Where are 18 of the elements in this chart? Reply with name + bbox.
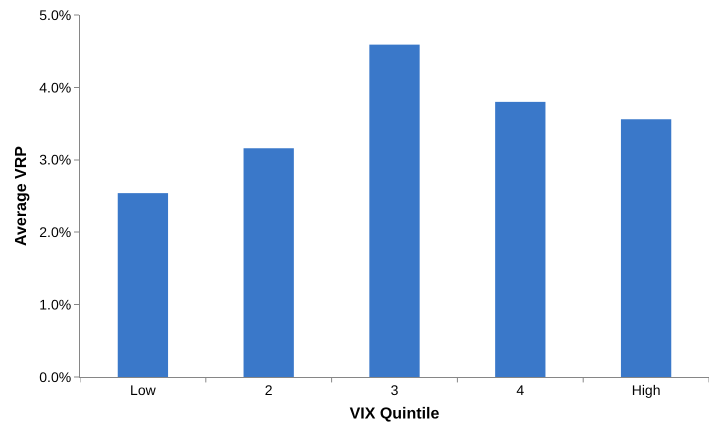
x-tick-label: High <box>632 382 660 398</box>
x-tick-label: 2 <box>264 382 273 398</box>
x-tick-label: 3 <box>390 382 399 398</box>
x-axis-title: VIX Quintile <box>350 406 440 422</box>
bar <box>620 119 672 377</box>
y-axis-title: Average VRP <box>13 146 30 246</box>
bar <box>118 193 168 377</box>
y-tick-label: 1.0% <box>39 296 72 312</box>
y-tick-label: 4.0% <box>39 79 72 96</box>
bar <box>244 148 294 377</box>
y-tick-label: 3.0% <box>39 152 72 168</box>
y-tick-label: 5.0% <box>39 6 72 23</box>
y-tick-label: 2.0% <box>39 224 72 240</box>
x-tick-label: Low <box>130 382 157 398</box>
bar <box>369 44 420 377</box>
bar <box>495 102 546 377</box>
y-tick-label: 0.0% <box>39 368 72 385</box>
x-tick-label: 4 <box>516 382 524 398</box>
